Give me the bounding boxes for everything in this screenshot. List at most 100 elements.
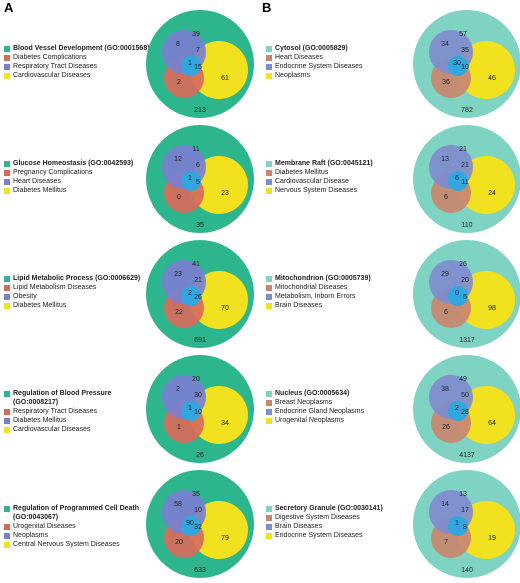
yellow-count: 46 <box>488 75 496 82</box>
legend-swatch <box>266 178 272 185</box>
legend-label: Membrane Raft (GO:0045121) <box>275 160 373 167</box>
red-yellow-count: 28 <box>461 409 469 416</box>
purple-yellow-count: 39 <box>192 31 200 38</box>
legend-item: Urogenital Neoplasms <box>266 416 416 425</box>
red-yellow-count: 11 <box>461 179 468 186</box>
legend-label: Secretory Granule (GO:0030141) <box>275 505 383 512</box>
venn-diagram: 23 41 221 26 22 70 691 <box>146 240 254 348</box>
outer-count: 35 <box>196 222 204 229</box>
legend-swatch <box>266 169 272 176</box>
legend-label: Neoplasms <box>13 532 49 539</box>
legend-item: Brain Diseases <box>266 301 416 310</box>
legend-item: Diabetes Mellitus <box>266 168 416 177</box>
purple-count: 38 <box>441 386 449 393</box>
legend-item: Metabolism, Inborn Errors <box>266 292 416 301</box>
blue-count: 1 <box>188 405 192 412</box>
legend-item: Respiratory Tract Diseases <box>4 62 154 71</box>
red-yellow-count: 10 <box>194 409 202 416</box>
legend-label: Mitochondrial Diseases <box>275 284 348 291</box>
red-yellow-count: 32 <box>194 524 202 531</box>
legend-label: Endocrine System Diseases <box>275 63 363 70</box>
legend-label: Cardiovascular Diseases <box>13 72 91 79</box>
triple-count: 17 <box>461 507 469 514</box>
column-label-b: B <box>262 0 272 15</box>
legend-label: Digestive System Diseases <box>275 514 360 521</box>
legend-label: Heart Diseases <box>275 54 323 61</box>
legend-item: Diabetes Mellitus <box>4 301 154 310</box>
red-count: 6 <box>444 309 448 316</box>
venn-legend: Regulation of Blood Pressure (GO:0008217… <box>4 389 154 434</box>
legend-swatch <box>266 45 272 52</box>
legend-swatch <box>266 187 272 194</box>
purple-yellow-count: 49 <box>459 376 467 383</box>
legend-item: Cardiovascular Diseases <box>4 71 154 80</box>
purple-yellow-count: 11 <box>192 146 199 153</box>
triple-count: 20 <box>461 277 469 284</box>
legend-title: Regulation of Programmed Cell Death (GO:… <box>4 504 154 522</box>
red-count: 22 <box>175 309 183 316</box>
blue-intersection-circle <box>448 401 468 421</box>
legend-label: Glucose Homeostasis (GO:0042593) <box>13 160 134 167</box>
legend-label: Cardiovascular Diseases <box>13 426 91 433</box>
legend-title: Membrane Raft (GO:0045121) <box>266 159 416 168</box>
legend-item: Neoplasms <box>4 531 154 540</box>
purple-count: 58 <box>174 501 182 508</box>
legend-label: Diabetes Mellitus <box>275 169 329 176</box>
legend-swatch <box>4 390 10 397</box>
legend-swatch <box>266 390 272 397</box>
legend-item: Heart Diseases <box>266 53 416 62</box>
legend-swatch <box>266 523 272 530</box>
legend-label: Endocrine System Diseases <box>275 532 363 539</box>
legend-item: Central Nervous System Diseases <box>4 540 154 549</box>
legend-swatch <box>266 54 272 61</box>
outer-count: 4137 <box>459 452 475 459</box>
blue-intersection-circle <box>181 401 201 421</box>
purple-count: 29 <box>441 271 449 278</box>
red-count: 36 <box>442 79 450 86</box>
venn-panel: Lipid Metabolic Process (GO:0006629) Lipi… <box>0 238 260 353</box>
red-count: 6 <box>444 194 448 201</box>
outer-count: 26 <box>196 452 204 459</box>
legend-label: Brain Diseases <box>275 302 323 309</box>
legend-item: Brain Diseases <box>266 522 416 531</box>
column-label-a: A <box>4 0 14 15</box>
legend-item: Pregnancy Complications <box>4 168 154 177</box>
triple-count: 10 <box>194 507 202 514</box>
legend-swatch <box>4 284 10 291</box>
legend-label: Nucleus (GO:0005634) <box>275 390 350 397</box>
legend-swatch <box>266 408 272 415</box>
legend-label: Pregnancy Complications <box>13 169 93 176</box>
blue-intersection-circle <box>181 286 201 306</box>
legend-item: Diabetes Mellitus <box>4 416 154 425</box>
legend-swatch <box>266 302 272 309</box>
legend-label: Endocrine Gland Neoplasms <box>275 408 365 415</box>
purple-count: 8 <box>176 41 180 48</box>
blue-intersection-circle <box>448 56 468 76</box>
triple-count: 50 <box>461 392 469 399</box>
legend-swatch <box>266 160 272 167</box>
legend-swatch <box>4 275 10 282</box>
legend-swatch <box>4 72 10 79</box>
legend-title: Secretory Granule (GO:0030141) <box>266 504 416 513</box>
triple-count: 30 <box>194 392 202 399</box>
legend-label: Obesity <box>13 293 37 300</box>
legend-swatch <box>4 63 10 70</box>
venn-panel: Nucleus (GO:0005634) Breast Neoplasms Endo… <box>262 353 520 468</box>
legend-item: Endocrine System Diseases <box>266 62 416 71</box>
venn-panel: Cytosol (GO:0005829) Heart Diseases Endocr… <box>262 8 520 123</box>
purple-count: 12 <box>174 156 182 163</box>
legend-item: Cardiovascular Disease <box>266 177 416 186</box>
legend-label: Respiratory Tract Diseases <box>13 408 98 415</box>
legend-swatch <box>266 72 272 79</box>
yellow-count: 70 <box>221 305 229 312</box>
legend-swatch <box>4 523 10 530</box>
legend-label: Lipid Metabolism Diseases <box>13 284 97 291</box>
legend-item: Cardiovascular Diseases <box>4 425 154 434</box>
venn-panel: Secretory Granule (GO:0030141) Digestive … <box>262 468 520 583</box>
legend-title: Regulation of Blood Pressure (GO:0008217… <box>4 389 154 407</box>
legend-swatch <box>4 178 10 185</box>
legend-swatch <box>4 408 10 415</box>
legend-label: Nervous System Diseases <box>275 187 358 194</box>
